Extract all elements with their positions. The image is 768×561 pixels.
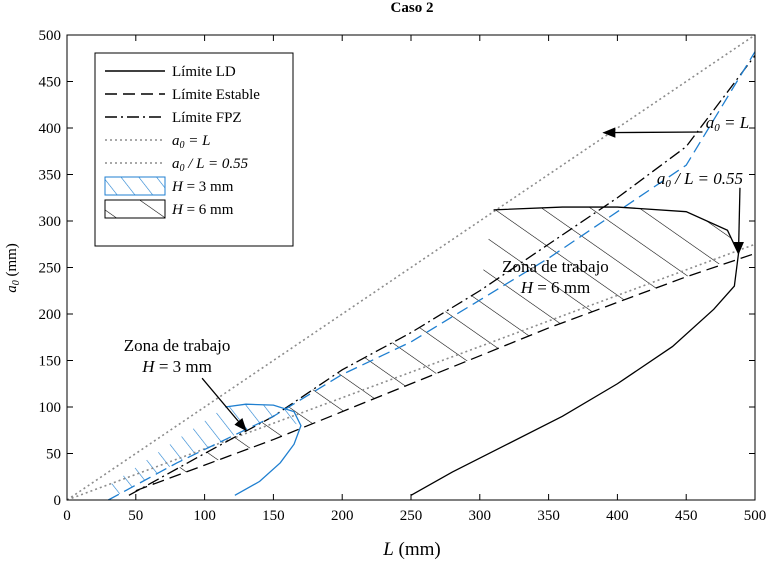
y-tick-label: 150	[39, 354, 62, 370]
legend-label: a0 / L = 0.55	[172, 156, 249, 174]
x-axis-title: L (mm)	[382, 539, 441, 560]
annotation-text: a0 / L = 0.55	[657, 169, 743, 190]
x-tick-label: 450	[675, 508, 698, 524]
annotation-arrow	[733, 187, 744, 255]
y-tick-label: 400	[39, 121, 62, 137]
y-tick-label: 450	[39, 75, 62, 91]
x-tick-label: 200	[331, 508, 354, 524]
zone-h-3-mm	[108, 404, 301, 500]
series-lines	[66, 34, 756, 501]
y-tick-label: 100	[39, 400, 62, 416]
legend-item-h-6-mm: H = 6 mm	[104, 199, 234, 219]
annotation-line: Zona de trabajo	[124, 336, 231, 355]
x-tick-label: 0	[63, 508, 71, 524]
x-tick-label: 300	[469, 508, 492, 524]
legend-item-a0-l-0-55: a0 / L = 0.55	[105, 156, 249, 174]
annotation-2: a0 / L = 0.55	[657, 169, 744, 255]
x-tick-label: 150	[262, 508, 285, 524]
legend-item-limite-fpz: Límite FPZ	[105, 110, 242, 126]
legend-label: Límite Estable	[172, 87, 260, 103]
x-tick-label: 500	[744, 508, 767, 524]
y-tick-label: 250	[39, 261, 62, 277]
legend-label: H = 3 mm	[171, 179, 234, 195]
legend-label: Límite FPZ	[172, 110, 242, 126]
annotation-line: H = 6 mm	[520, 278, 591, 297]
legend-item-limite-estable: Límite Estable	[105, 87, 260, 103]
y-tick-label: 50	[46, 447, 61, 463]
annotation-arrow	[602, 127, 703, 138]
annotation-1: a0 = L	[602, 113, 749, 138]
series-limite-estable-h-3-mm	[107, 51, 756, 501]
legend-label: Límite LD	[172, 64, 236, 80]
legend-swatch	[104, 176, 166, 196]
y-tick-label: 350	[39, 168, 62, 184]
annotation-3: Zona de trabajo H = 6 mm	[502, 257, 609, 297]
x-tick-label: 250	[400, 508, 423, 524]
x-tick-label: 100	[193, 508, 216, 524]
legend-item-limite-ld: Límite LD	[105, 64, 236, 80]
annotation-4: Zona de trabajo H = 3 mm	[124, 336, 247, 432]
series-limite-ld-h-6-mm	[410, 206, 740, 496]
axis-ticks: 0 50 100 150 200 250 300 350 400 450 500 0 50 100 150 2…	[39, 28, 767, 524]
legend: Límite LD Límite Estable Límite FPZ a0 = L a…	[94, 52, 294, 247]
y-tick-label: 300	[39, 214, 62, 230]
x-tick-label: 50	[128, 508, 143, 524]
y-axis-title: a0 (mm)	[4, 243, 22, 293]
series-a0-l	[66, 34, 756, 501]
annotation-arrow	[201, 377, 247, 432]
series-limite-ld-h-3-mm	[225, 403, 302, 496]
y-tick-label: 500	[39, 28, 62, 44]
x-tick-label: 350	[537, 508, 560, 524]
y-tick-label: 0	[54, 493, 62, 509]
legend-item-a0-l: a0 = L	[105, 133, 210, 151]
legend-swatch	[104, 199, 166, 219]
series-a0-l-0-55	[66, 243, 756, 501]
annotation-text: a0 = L	[706, 113, 749, 134]
annotations: a0 = L a0 / L = 0.55 Zona de trabajo H = 6 …	[124, 113, 749, 432]
zone-h-6-mm	[128, 207, 739, 496]
x-tick-label: 400	[606, 508, 629, 524]
work-zones	[108, 207, 739, 500]
annotation-line: Zona de trabajo	[502, 257, 609, 276]
chart-title: Caso 2	[391, 0, 434, 16]
y-tick-label: 200	[39, 307, 62, 323]
annotation-line: H = 3 mm	[141, 357, 212, 376]
legend-label: a0 = L	[172, 133, 210, 151]
series-limite-estable-h-6-mm	[135, 252, 756, 492]
legend-label: H = 6 mm	[171, 202, 234, 218]
legend-item-h-3-mm: H = 3 mm	[104, 176, 234, 196]
